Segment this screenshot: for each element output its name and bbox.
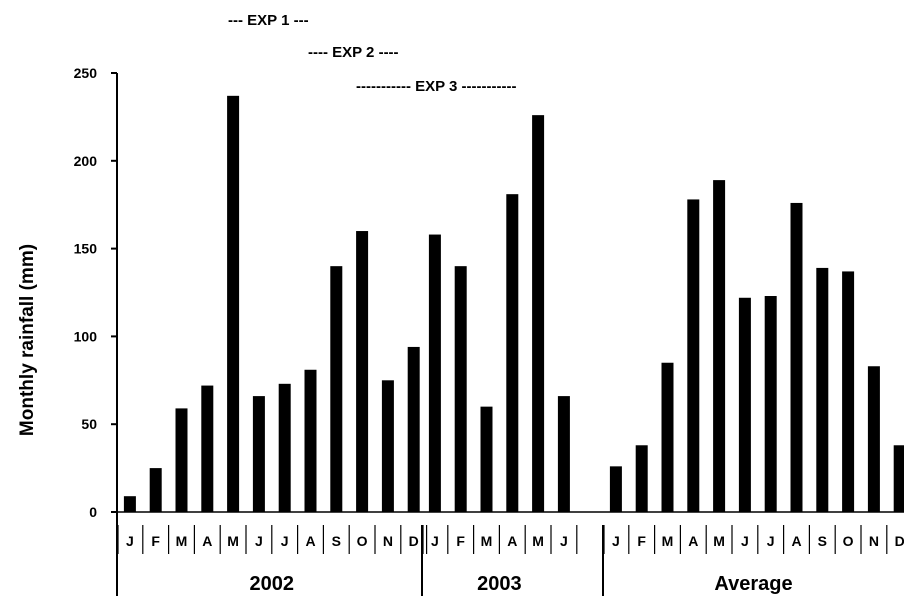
bar-average-6 (738, 297, 751, 512)
bar-2002-8 (304, 369, 317, 512)
month-label: A (791, 533, 801, 549)
group-label-2002: 2002 (250, 573, 295, 595)
bar-average-12 (893, 445, 904, 512)
bar-2003-6 (557, 396, 570, 512)
bar-2003-2 (454, 266, 467, 512)
bar-average-5 (713, 180, 726, 512)
y-tick-label: 100 (74, 328, 98, 344)
bar-average-9 (816, 267, 829, 512)
month-label: N (869, 533, 879, 549)
month-label: F (637, 533, 646, 549)
bar-2003-3 (480, 406, 493, 512)
bar-2003-1 (428, 234, 441, 512)
month-label: J (126, 533, 134, 549)
month-label: J (255, 533, 263, 549)
bar-2002-3 (175, 408, 188, 512)
y-tick-label: 50 (81, 416, 97, 432)
group-label-2003: 2003 (477, 573, 522, 595)
bar-2002-7 (278, 383, 291, 512)
bar-2002-2 (149, 468, 162, 512)
month-label: A (688, 533, 698, 549)
bar-2002-11 (381, 380, 394, 512)
annotation-exp1: --- EXP 1 --- (228, 12, 309, 29)
month-label: A (305, 533, 315, 549)
bar-2002-9 (330, 266, 343, 512)
month-label: S (818, 533, 827, 549)
y-axis-title: Monthly rainfall (mm) (17, 243, 38, 437)
month-label: J (741, 533, 749, 549)
month-label: S (332, 533, 341, 549)
y-tick-label: 150 (74, 241, 98, 257)
month-label: J (767, 533, 775, 549)
bar-2002-1 (123, 496, 136, 512)
month-label: F (151, 533, 160, 549)
bar-average-4 (687, 199, 700, 512)
month-label: O (843, 533, 854, 549)
month-label: N (383, 533, 393, 549)
bar-2002-10 (356, 231, 369, 513)
bars (123, 95, 904, 513)
bar-2003-5 (532, 115, 545, 513)
bar-average-1 (609, 466, 622, 512)
month-label: J (612, 533, 620, 549)
month-label: M (713, 533, 725, 549)
group-label-average: Average (714, 573, 792, 595)
bar-average-2 (635, 445, 648, 512)
month-label: D (409, 533, 419, 549)
bar-average-10 (842, 271, 855, 512)
month-label: M (662, 533, 674, 549)
annotation-exp3: ----------- EXP 3 ----------- (356, 78, 517, 95)
month-label: J (281, 533, 289, 549)
bar-2003-4 (506, 194, 519, 512)
month-label: O (357, 533, 368, 549)
bar-2002-6 (252, 396, 265, 512)
y-tick-label: 250 (74, 65, 98, 81)
bar-2002-4 (201, 385, 214, 512)
month-label: F (456, 533, 465, 549)
annotation-exp2: ---- EXP 2 ---- (308, 44, 399, 61)
month-label: M (532, 533, 544, 549)
month-label: M (176, 533, 188, 549)
bar-average-8 (790, 202, 803, 512)
bar-average-7 (764, 296, 777, 512)
y-axis: 0 50 100 150 200 250 (74, 65, 118, 596)
month-label: D (895, 533, 904, 549)
y-tick-label: 0 (89, 504, 97, 520)
month-label: M (227, 533, 239, 549)
month-label: A (507, 533, 517, 549)
y-tick-label: 200 (74, 153, 98, 169)
month-label: J (431, 533, 439, 549)
month-label: J (560, 533, 568, 549)
month-label: M (481, 533, 493, 549)
month-label: A (202, 533, 212, 549)
bar-average-3 (661, 362, 674, 512)
bar-average-11 (867, 366, 880, 512)
bar-2002-5 (227, 95, 240, 512)
bar-2002-12 (407, 346, 420, 512)
